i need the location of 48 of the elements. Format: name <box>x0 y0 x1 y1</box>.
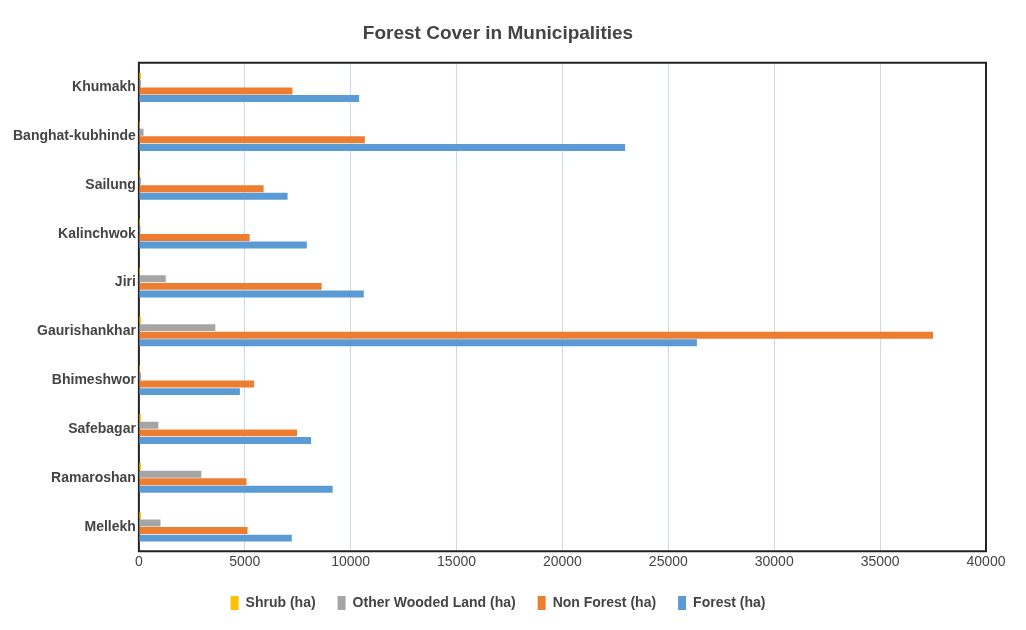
y-tick-label: Ramaroshan <box>51 468 136 485</box>
legend-label: Forest (ha) <box>693 593 766 610</box>
x-tick-label: 25000 <box>648 553 689 570</box>
y-tick-label: Safebagar <box>68 419 137 436</box>
y-tick-label: Banghat-kubhinde <box>12 126 137 143</box>
bar <box>139 534 292 542</box>
bar <box>139 485 333 493</box>
y-tick-label: Gaurishankhar <box>37 322 137 339</box>
x-tick-label: 40000 <box>966 553 1006 570</box>
y-tick-label: Jiri <box>114 273 136 290</box>
bar <box>139 275 166 283</box>
bar <box>139 136 365 144</box>
legend-label: Non Forest (ha) <box>552 593 657 610</box>
y-tick-label: Sailung <box>85 175 136 192</box>
bar <box>139 128 144 136</box>
x-tick-label: 5000 <box>229 553 261 570</box>
x-tick-label: 30000 <box>754 553 794 570</box>
bar <box>139 290 364 298</box>
bar <box>139 339 697 347</box>
bar <box>139 324 216 332</box>
legend-label: Shrub (ha) <box>245 593 316 610</box>
x-tick-label: 35000 <box>860 553 900 570</box>
bar <box>139 478 247 486</box>
x-tick-label: 10000 <box>331 553 371 570</box>
y-tick-label: Khumakh <box>72 78 136 95</box>
bar <box>139 470 202 478</box>
bar <box>139 380 255 388</box>
bar <box>139 234 250 242</box>
y-tick-label: Mellekh <box>84 517 136 534</box>
bar <box>139 282 322 290</box>
y-tick-label: Kalinchwok <box>58 224 137 241</box>
bar <box>139 331 934 339</box>
legend-label: Other Wooded Land (ha) <box>352 593 516 610</box>
bar <box>139 143 626 151</box>
chart-title: Forest Cover in Municipalities <box>362 21 634 43</box>
bar <box>139 185 264 193</box>
bar <box>139 192 288 200</box>
x-tick-label: 15000 <box>437 553 477 570</box>
bar <box>139 436 312 444</box>
bar <box>139 241 307 249</box>
bar <box>139 421 159 429</box>
bar <box>139 429 298 437</box>
x-tick-label: 0 <box>134 553 143 570</box>
bar <box>139 527 248 535</box>
x-tick-label: 20000 <box>542 553 583 570</box>
bar <box>139 388 240 396</box>
bar <box>139 95 360 103</box>
y-tick-label: Bhimeshwor <box>51 371 137 388</box>
